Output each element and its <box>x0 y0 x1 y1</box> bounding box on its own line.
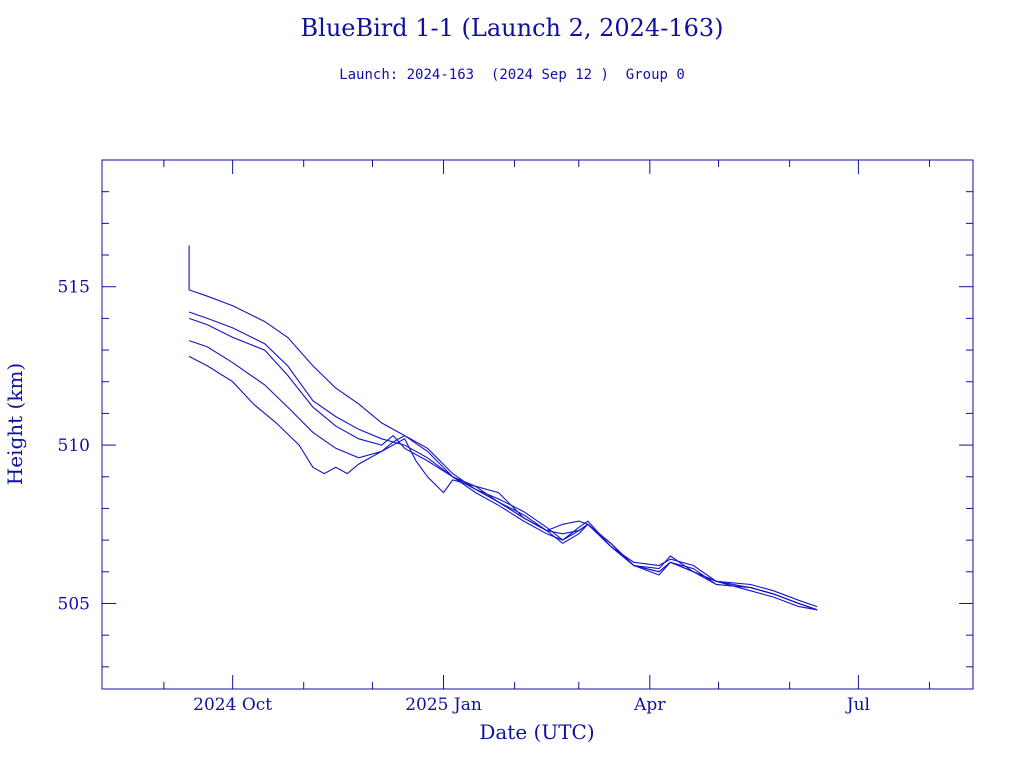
x-tick-label: Jul <box>845 695 870 715</box>
series-line-3 <box>188 317 818 611</box>
y-tick-label: 515 <box>58 278 90 298</box>
chart-subtitle: Launch: 2024-163 (2024 Sep 12 ) Group 0 <box>339 67 685 83</box>
series-line-2 <box>188 311 818 611</box>
axis-ticks: 505 510 515 2024 Oct 2025 Jan Apr Jul <box>58 159 973 715</box>
y-tick-label: 510 <box>58 436 90 456</box>
plot-frame <box>101 159 974 690</box>
x-axis-label: Date (UTC) <box>479 720 594 744</box>
x-tick-label: Apr <box>633 695 666 715</box>
series-line-1 <box>188 245 818 608</box>
series-line-5 <box>188 355 818 611</box>
x-tick-label: 2024 Oct <box>193 695 272 715</box>
series-lines <box>188 245 818 611</box>
y-axis-label: Height (km) <box>3 363 27 485</box>
chart-title: BlueBird 1-1 (Launch 2, 2024-163) <box>300 14 724 42</box>
series-line-4 <box>188 340 818 611</box>
x-tick-label: 2025 Jan <box>405 695 482 715</box>
y-tick-label: 505 <box>58 594 90 614</box>
